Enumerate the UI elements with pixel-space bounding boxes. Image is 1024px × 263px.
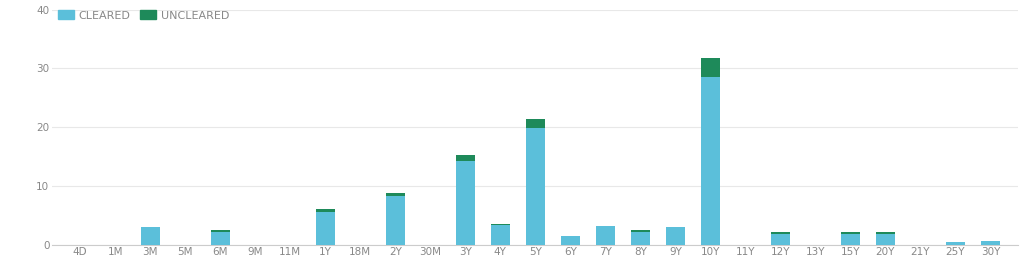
Bar — [525, 128, 545, 245]
Bar — [140, 227, 160, 245]
Bar — [841, 234, 860, 245]
Bar — [666, 227, 685, 245]
Bar — [700, 58, 720, 77]
Bar — [386, 193, 404, 196]
Bar — [876, 232, 895, 234]
Bar — [490, 225, 510, 245]
Bar — [525, 119, 545, 128]
Bar — [876, 234, 895, 245]
Bar — [946, 242, 965, 245]
Bar — [315, 212, 335, 245]
Bar — [596, 226, 615, 245]
Bar — [386, 196, 404, 245]
Bar — [315, 209, 335, 212]
Bar — [631, 232, 650, 245]
Bar — [981, 241, 1000, 245]
Bar — [700, 77, 720, 245]
Bar — [211, 232, 229, 245]
Bar — [771, 234, 790, 245]
Bar — [771, 232, 790, 234]
Bar — [211, 230, 229, 232]
Bar — [456, 155, 475, 161]
Bar — [631, 230, 650, 232]
Legend: CLEARED, UNCLEARED: CLEARED, UNCLEARED — [57, 11, 229, 21]
Bar — [456, 161, 475, 245]
Bar — [841, 232, 860, 234]
Bar — [561, 236, 580, 245]
Bar — [490, 224, 510, 225]
